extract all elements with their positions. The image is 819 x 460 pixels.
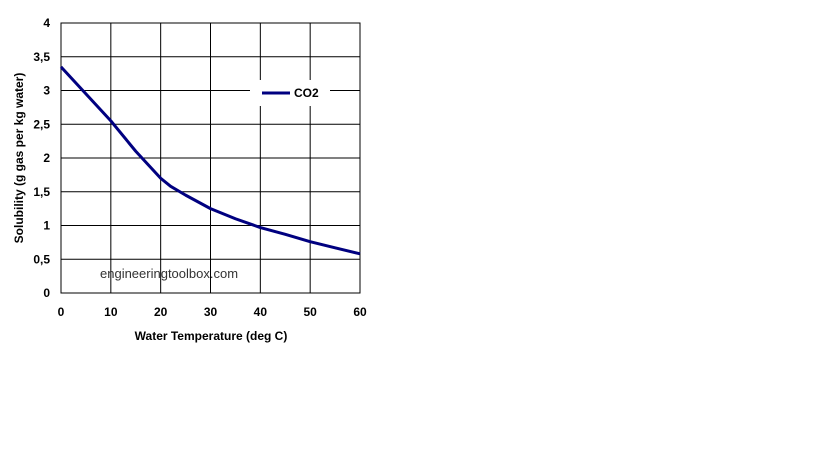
x-tick-label: 20: [154, 305, 168, 319]
x-axis-label: Water Temperature (deg C): [135, 329, 288, 343]
y-axis-label: Solubility (g gas per kg water): [12, 73, 26, 244]
x-tick-label: 40: [254, 305, 268, 319]
x-tick-label: 0: [58, 305, 65, 319]
legend: CO2: [250, 80, 330, 106]
y-tick-label: 2,5: [33, 117, 50, 131]
plot-frame: [60, 22, 361, 294]
y-tick-label: 3: [43, 84, 50, 98]
y-axis-ticks: 0 0,5 1 1,5 2 2,5 3 3,5 4: [33, 16, 50, 300]
y-tick-label: 1,5: [33, 185, 50, 199]
x-tick-label: 50: [303, 305, 317, 319]
x-tick-label: 30: [204, 305, 218, 319]
y-tick-label: 1: [43, 219, 50, 233]
y-tick-label: 2: [43, 151, 50, 165]
x-tick-label: 60: [353, 305, 367, 319]
series-layer: [59, 65, 361, 256]
y-tick-label: 0: [43, 286, 50, 300]
y-tick-label: 0,5: [33, 252, 50, 266]
series-line-co2: [59, 65, 361, 256]
legend-label-co2: CO2: [294, 86, 319, 100]
x-axis-ticks: 0 10 20 30 40 50 60: [58, 305, 367, 319]
grid: [60, 22, 361, 294]
y-tick-label: 3,5: [33, 50, 50, 64]
watermark-text: engineeringtoolbox.com: [100, 266, 238, 281]
x-tick-label: 10: [104, 305, 118, 319]
y-tick-label: 4: [43, 16, 50, 30]
